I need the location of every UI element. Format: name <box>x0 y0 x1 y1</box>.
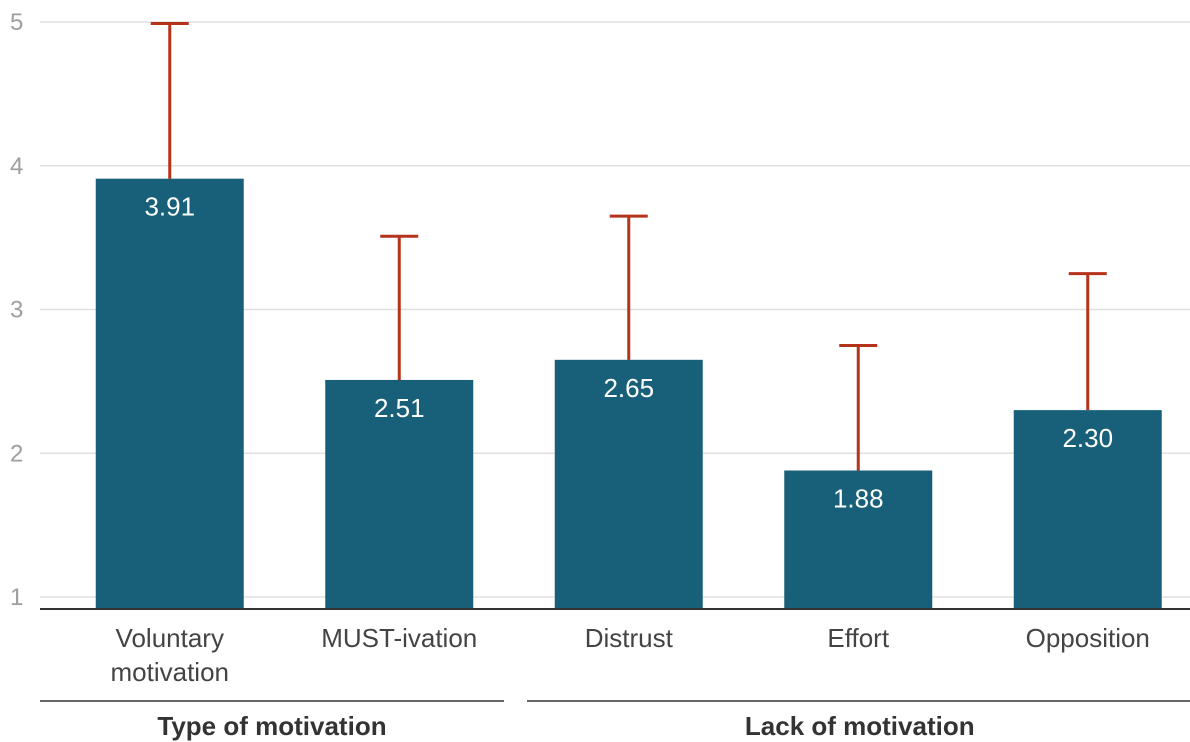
y-axis-ticks: 1 2 3 4 5 <box>10 9 23 611</box>
data-label: 3.91 <box>144 192 195 222</box>
y-tick-label: 3 <box>10 297 23 324</box>
x-tick-label: Opposition <box>1026 623 1150 653</box>
x-axis-ticks: Voluntary motivation MUST-ivation Distrust E… <box>111 623 1150 687</box>
bar <box>95 178 244 609</box>
x-tick-label: MUST-ivation <box>321 623 477 653</box>
x-tick-label: Distrust <box>585 623 674 653</box>
bar <box>784 470 933 609</box>
x-tick-label: Effort <box>827 623 889 653</box>
y-tick-label: 1 <box>10 584 23 611</box>
bar <box>1013 410 1162 609</box>
error-bars <box>150 21 1107 471</box>
data-label: 2.65 <box>603 373 654 403</box>
group-label: Lack of motivation <box>745 711 975 741</box>
y-tick-label: 2 <box>10 440 23 467</box>
data-label: 2.30 <box>1062 423 1113 453</box>
bar <box>325 379 474 609</box>
x-tick-label: Voluntary <box>116 623 224 653</box>
category-groups: Type of motivation Lack of motivation <box>40 700 1190 741</box>
y-tick-label: 5 <box>10 9 23 36</box>
data-label: 2.51 <box>374 393 425 423</box>
bars <box>95 178 1162 609</box>
bar <box>554 359 703 609</box>
data-label: 1.88 <box>833 484 884 514</box>
data-labels: 3.91 2.51 2.65 1.88 2.30 <box>144 192 1113 514</box>
y-tick-label: 4 <box>10 153 23 180</box>
x-tick-label: motivation <box>111 657 230 687</box>
group-label: Type of motivation <box>157 711 386 741</box>
